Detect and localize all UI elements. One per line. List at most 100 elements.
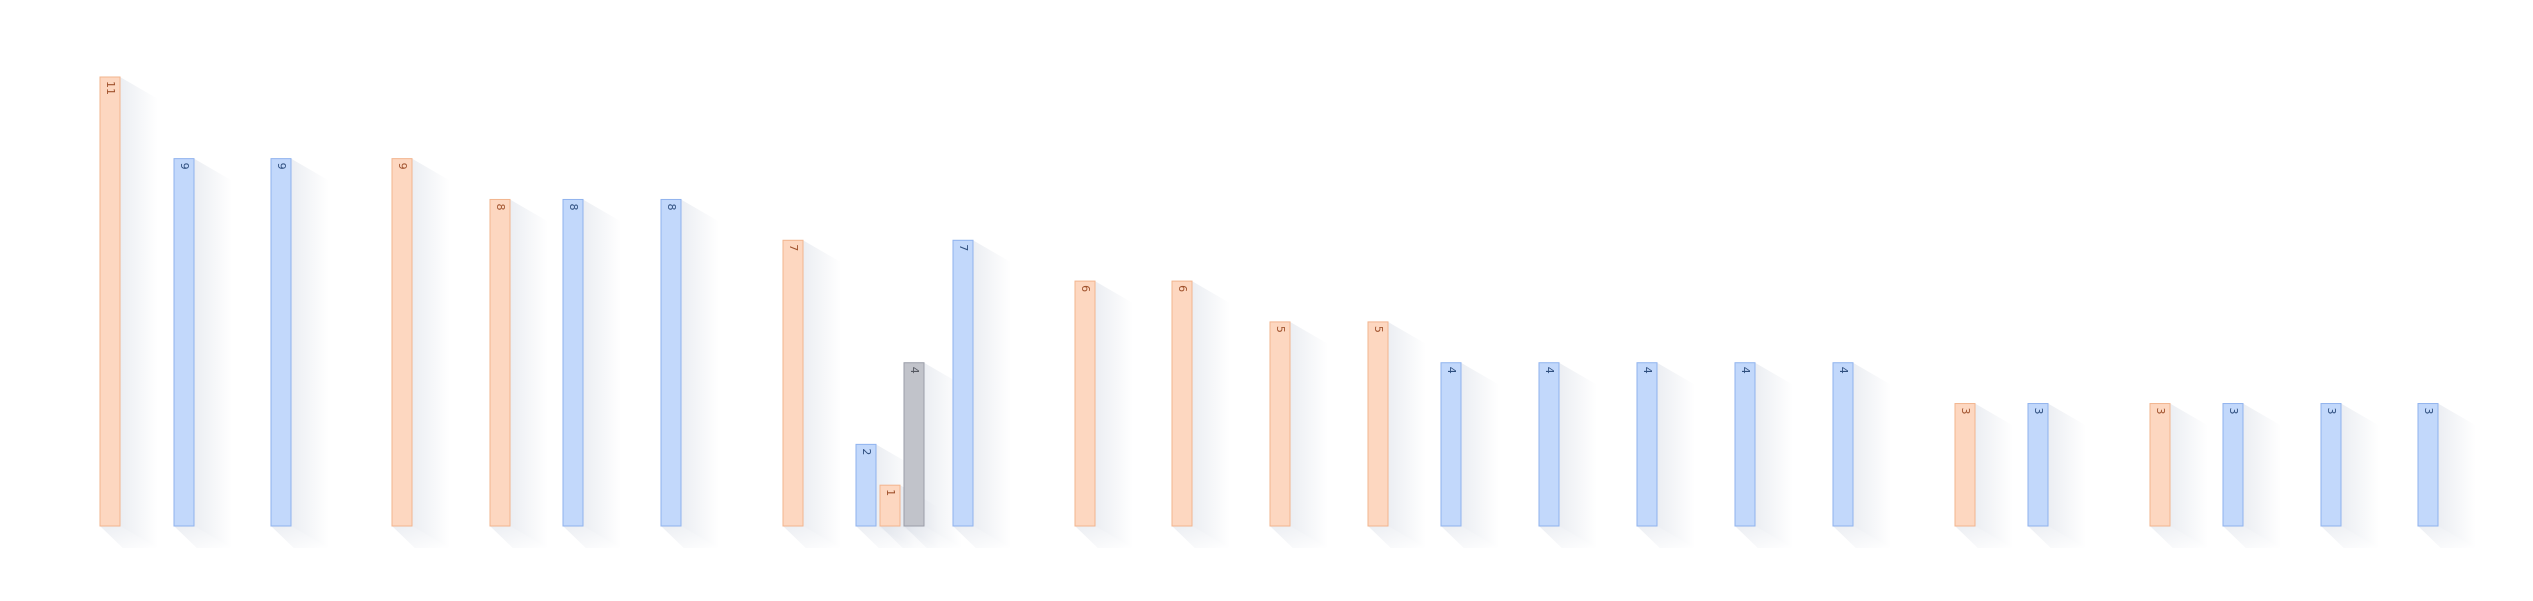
bar-value-label: 2 bbox=[860, 448, 873, 455]
bar-floor-shadow bbox=[1735, 526, 1793, 548]
bar-floor-shadow bbox=[100, 526, 158, 548]
bar bbox=[1832, 362, 1854, 527]
bar-floor-shadow bbox=[392, 526, 450, 548]
bar-value-label: 4 bbox=[1445, 367, 1458, 374]
bar-value-label: 11 bbox=[104, 81, 117, 95]
bar bbox=[1538, 362, 1560, 527]
bar bbox=[99, 76, 121, 527]
bar-floor-shadow bbox=[783, 526, 841, 548]
bar-shadow bbox=[973, 240, 1011, 549]
bar-floor-shadow bbox=[2150, 526, 2208, 548]
bar-value-label: 4 bbox=[1641, 367, 1654, 374]
bar-shadow bbox=[510, 199, 548, 549]
bar-shadow bbox=[2341, 403, 2379, 548]
bar-value-label: 8 bbox=[567, 203, 580, 210]
bar bbox=[2149, 403, 2171, 527]
bar-shadow bbox=[2438, 403, 2476, 548]
bar bbox=[2222, 403, 2244, 527]
bar-value-label: 7 bbox=[957, 244, 970, 251]
bar-value-label: 4 bbox=[908, 367, 921, 374]
bar-shadow bbox=[1755, 362, 1793, 548]
bar-floor-shadow bbox=[2321, 526, 2379, 548]
bar bbox=[903, 362, 925, 527]
bar-shadow bbox=[1290, 321, 1328, 548]
bar-value-label: 8 bbox=[665, 203, 678, 210]
bar-shadow bbox=[1559, 362, 1597, 548]
bar-floor-shadow bbox=[1270, 526, 1328, 548]
bar-floor-shadow bbox=[904, 526, 962, 548]
bar-value-label: 4 bbox=[1543, 367, 1556, 374]
bar-shadow bbox=[681, 199, 719, 549]
bar-floor-shadow bbox=[271, 526, 329, 548]
bar-value-label: 5 bbox=[1274, 326, 1287, 333]
bar-floor-shadow bbox=[2028, 526, 2086, 548]
bar-floor-shadow bbox=[1539, 526, 1597, 548]
bar bbox=[1171, 280, 1193, 527]
bar-floor-shadow bbox=[2223, 526, 2281, 548]
bar-value-label: 3 bbox=[2154, 408, 2167, 415]
bar-shadow bbox=[2170, 403, 2208, 548]
bar bbox=[879, 484, 901, 527]
bar-value-labels: 11 9 9 9 8 8 8 7 2 1 4 7 6 6 5 5 4 4 4 4 4 3 3 3 3 3 3 bbox=[104, 81, 2435, 496]
bar-value-label: 3 bbox=[2422, 408, 2435, 415]
bar-value-label: 4 bbox=[1739, 367, 1752, 374]
bar-floor-shadow bbox=[1075, 526, 1133, 548]
bar-shadow bbox=[1657, 362, 1695, 548]
bar-value-label: 9 bbox=[396, 163, 409, 170]
bar-value-label: 3 bbox=[1959, 408, 1972, 415]
bar bbox=[2417, 403, 2439, 527]
bar bbox=[270, 158, 292, 527]
bar-floor-shadow bbox=[2418, 526, 2476, 548]
bar-shadow bbox=[1853, 362, 1891, 548]
bar-value-label: 1 bbox=[884, 489, 897, 496]
bar bbox=[1734, 362, 1756, 527]
bar bbox=[782, 239, 804, 527]
bar-shadow bbox=[194, 158, 232, 549]
bar bbox=[391, 158, 413, 527]
bar-shadow bbox=[1975, 403, 2013, 548]
bar-floor-shadow bbox=[1833, 526, 1891, 548]
bar bbox=[2320, 403, 2342, 527]
bar-shadow bbox=[120, 77, 158, 548]
bar bbox=[562, 198, 584, 527]
bar bbox=[1636, 362, 1658, 527]
bar bbox=[1440, 362, 1462, 527]
bar-floor-shadow bbox=[1441, 526, 1499, 548]
bar-value-label: 4 bbox=[1837, 367, 1850, 374]
bar-shadow bbox=[1192, 281, 1230, 548]
bar-value-label: 6 bbox=[1176, 285, 1189, 292]
bar bbox=[173, 158, 195, 527]
bar-floor-shadow bbox=[1368, 526, 1426, 548]
bar-value-label: 5 bbox=[1372, 326, 1385, 333]
bar-value-label: 3 bbox=[2032, 408, 2045, 415]
bar-shadow bbox=[412, 158, 450, 549]
bar bbox=[489, 198, 511, 527]
bar-floor-shadow bbox=[174, 526, 232, 548]
bar-value-label: 7 bbox=[787, 244, 800, 251]
bar-shadow bbox=[1461, 362, 1499, 548]
bar-value-label: 6 bbox=[1079, 285, 1092, 292]
bar bbox=[2027, 403, 2049, 527]
bar-shadow bbox=[291, 158, 329, 549]
bar-shadow bbox=[1095, 281, 1133, 548]
bar bbox=[1269, 321, 1291, 527]
bar-value-label: 8 bbox=[494, 203, 507, 210]
bar-floor-shadow bbox=[661, 526, 719, 548]
bar bbox=[952, 239, 974, 527]
bar bbox=[1074, 280, 1096, 527]
bar-floor-shadow bbox=[563, 526, 621, 548]
bar-shadow bbox=[1388, 321, 1426, 548]
bar bbox=[1954, 403, 1976, 527]
bar-shadow bbox=[803, 240, 841, 549]
bar-shadow bbox=[2243, 403, 2281, 548]
bar bbox=[660, 198, 682, 527]
bar-shadow bbox=[583, 199, 621, 549]
bar-value-label: 9 bbox=[275, 163, 288, 170]
bar bbox=[855, 443, 877, 527]
bar-floor-shadow bbox=[953, 526, 1011, 548]
bar-series bbox=[99, 76, 2439, 527]
bar-value-label: 3 bbox=[2227, 408, 2240, 415]
bar-floor-shadow bbox=[1955, 526, 2013, 548]
